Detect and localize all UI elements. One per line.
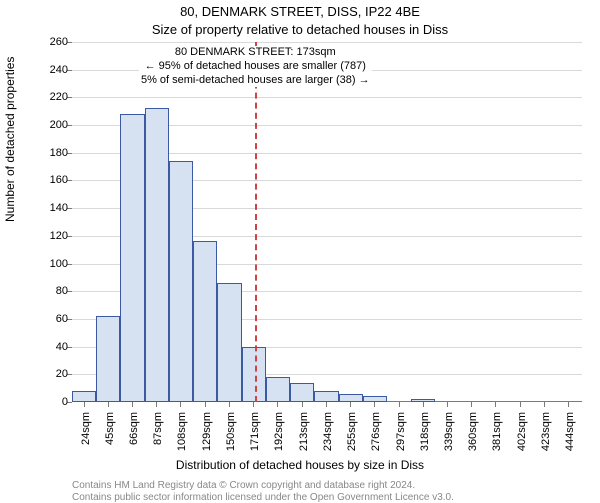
x-tick [229, 402, 230, 407]
x-tick-label: 108sqm [176, 412, 188, 462]
reference-line [255, 42, 257, 402]
x-tick-label: 171sqm [249, 412, 261, 462]
annotation-line: 5% of semi-detached houses are larger (3… [141, 74, 370, 88]
x-tick-label: 129sqm [201, 412, 213, 462]
histogram-bar [314, 391, 338, 402]
histogram-bar [217, 283, 241, 402]
y-tick-label: 240 [28, 64, 68, 76]
histogram-bar [290, 383, 314, 402]
x-tick-label: 360sqm [467, 412, 479, 462]
x-tick [447, 402, 448, 407]
y-tick-label: 0 [28, 396, 68, 408]
y-tick-label: 160 [28, 174, 68, 186]
x-tick-label: 66sqm [128, 412, 140, 462]
chart-title-main: 80, DENMARK STREET, DISS, IP22 4BE [0, 4, 600, 19]
x-tick [108, 402, 109, 407]
x-tick-label: 276sqm [370, 412, 382, 462]
figure: 80, DENMARK STREET, DISS, IP22 4BE Size … [0, 0, 600, 500]
x-tick-label: 444sqm [564, 412, 576, 462]
x-tick-label: 24sqm [80, 412, 92, 462]
y-tick-label: 100 [28, 258, 68, 270]
histogram-bar [266, 377, 290, 402]
x-tick [277, 402, 278, 407]
x-tick-label: 150sqm [225, 412, 237, 462]
histogram-bar [242, 347, 266, 402]
annotation-box: 80 DENMARK STREET: 173sqm← 95% of detach… [139, 46, 372, 87]
x-tick [471, 402, 472, 407]
x-tick-label: 423sqm [540, 412, 552, 462]
gridline [72, 42, 582, 43]
y-tick-label: 120 [28, 230, 68, 242]
histogram-bar [145, 108, 169, 402]
x-tick [568, 402, 569, 407]
histogram-bar [169, 161, 193, 402]
x-tick-label: 255sqm [346, 412, 358, 462]
x-tick [132, 402, 133, 407]
histogram-bar [120, 114, 144, 402]
x-tick-label: 45sqm [104, 412, 116, 462]
x-tick [302, 402, 303, 407]
y-tick-label: 60 [28, 313, 68, 325]
chart-title-sub: Size of property relative to detached ho… [0, 22, 600, 37]
x-tick-label: 213sqm [298, 412, 310, 462]
gridline [72, 97, 582, 98]
x-tick-label: 234sqm [322, 412, 334, 462]
x-tick [423, 402, 424, 407]
histogram-bar [72, 391, 96, 402]
x-tick-label: 297sqm [395, 412, 407, 462]
x-tick [156, 402, 157, 407]
x-tick [350, 402, 351, 407]
y-tick-label: 20 [28, 368, 68, 380]
y-tick-label: 220 [28, 91, 68, 103]
x-tick-label: 402sqm [516, 412, 528, 462]
y-tick-label: 140 [28, 202, 68, 214]
x-tick [495, 402, 496, 407]
plot-area: 80 DENMARK STREET: 173sqm← 95% of detach… [72, 42, 582, 402]
y-tick-label: 180 [28, 147, 68, 159]
x-tick-label: 192sqm [273, 412, 285, 462]
x-tick [180, 402, 181, 407]
x-tick [205, 402, 206, 407]
x-tick [399, 402, 400, 407]
y-tick-label: 200 [28, 119, 68, 131]
annotation-line: ← 95% of detached houses are smaller (78… [141, 60, 370, 74]
x-tick [253, 402, 254, 407]
x-tick [544, 402, 545, 407]
histogram-bar [339, 394, 363, 402]
x-tick [520, 402, 521, 407]
y-axis-label: Number of detached properties [3, 57, 17, 222]
x-tick-label: 318sqm [419, 412, 431, 462]
annotation-line: 80 DENMARK STREET: 173sqm [141, 46, 370, 60]
x-tick [374, 402, 375, 407]
footer-line-1: Contains HM Land Registry data © Crown c… [72, 480, 592, 491]
y-tick-label: 260 [28, 36, 68, 48]
footer-line-2: Contains public sector information licen… [72, 492, 592, 503]
x-tick-label: 381sqm [491, 412, 503, 462]
histogram-bar [96, 316, 120, 402]
histogram-bar [193, 241, 217, 402]
y-tick-label: 80 [28, 285, 68, 297]
y-tick-label: 40 [28, 341, 68, 353]
x-tick-label: 339sqm [443, 412, 455, 462]
x-tick-label: 87sqm [152, 412, 164, 462]
x-tick [84, 402, 85, 407]
x-tick [326, 402, 327, 407]
